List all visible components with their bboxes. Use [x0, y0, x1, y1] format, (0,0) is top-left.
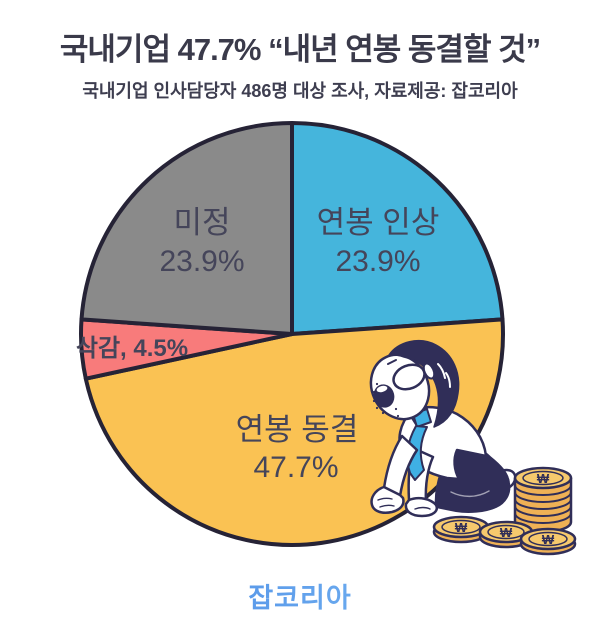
coin-icon: ₩: [519, 527, 577, 556]
person-pants-crease: [450, 490, 490, 498]
pie-label-2: 삭감, 4.5%: [76, 335, 188, 362]
pie-label-3: 미정: [173, 205, 230, 240]
pie-label-0: 연봉 인상: [317, 205, 440, 240]
kneeling-person-illustration: [369, 340, 517, 518]
person-eyebrow: [387, 359, 397, 365]
page-title: 국내기업 47.7% “내년 연봉 동결할 것”: [59, 32, 541, 67]
won-symbol: ₩: [455, 520, 468, 535]
person-glasses-icon: [392, 363, 426, 391]
person-stubble: [372, 382, 400, 418]
pie-value-3: 23.9%: [159, 245, 244, 278]
person-near-hand-fingers: [377, 497, 395, 508]
pie-label-1: 연봉 동결: [236, 412, 359, 447]
pie-slice-0: [290, 121, 505, 336]
person-hair: [388, 340, 460, 428]
person-teeth: [376, 385, 388, 393]
won-symbol: ₩: [537, 471, 550, 486]
coin-stack-icon: ₩: [513, 466, 573, 534]
coin-stack-ridges: [514, 484, 572, 524]
coin-ring: [528, 531, 568, 547]
coin-ring: [441, 519, 481, 535]
pie-value-1: 47.7%: [253, 451, 338, 484]
jobkorea-logo: 잡코리아: [0, 576, 600, 615]
person-far-hand-fingers: [414, 506, 431, 510]
pie-slice-labels: 연봉 인상 23.9% 연봉 동결 47.7% 삭감, 4.5% 미정 23.9%: [76, 205, 439, 484]
won-symbol: ₩: [542, 532, 555, 547]
pie-value-0: 23.9%: [335, 245, 420, 278]
person-hair-highlight: [437, 363, 451, 388]
won-symbol: ₩: [500, 525, 513, 540]
pie-slice-3: [79, 121, 294, 336]
coin-top-ring: [522, 470, 564, 486]
page-subtitle: 국내기업 인사담당자 486명 대상 조사, 자료제공: 잡코리아: [82, 81, 518, 101]
coin-icon: ₩: [432, 515, 490, 544]
person-near-hand: [370, 485, 405, 514]
coin-ring: [487, 524, 525, 540]
